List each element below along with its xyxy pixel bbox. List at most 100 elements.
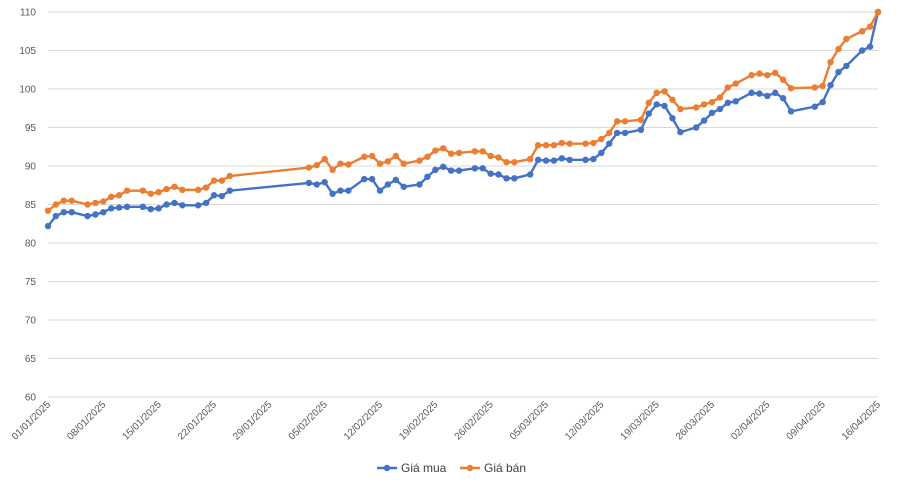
data-point (590, 155, 597, 163)
data-point (764, 71, 771, 79)
data-point (163, 201, 170, 208)
data-point (582, 140, 589, 147)
data-point (384, 158, 392, 165)
data-point (44, 222, 52, 230)
data-point (621, 118, 629, 125)
data-point (115, 204, 123, 211)
data-point (376, 160, 384, 167)
data-point (700, 117, 708, 124)
y-axis-tick-labels: 60 65 70 75 80 85 90 95 100 105 110 (19, 8, 36, 404)
data-point (400, 183, 407, 190)
x-tick-label: 19/03/2025 (619, 399, 662, 442)
data-point (779, 95, 787, 102)
data-point (202, 199, 210, 207)
data-point (447, 167, 455, 174)
x-tick-label: 09/04/2025 (785, 399, 828, 442)
data-point (756, 90, 763, 97)
data-point (92, 199, 99, 207)
data-point (432, 147, 439, 154)
data-point (495, 154, 502, 161)
data-point (487, 152, 494, 160)
x-tick-label: 02/04/2025 (729, 399, 772, 442)
data-point (637, 126, 645, 134)
data-point (218, 177, 226, 184)
data-point (503, 158, 510, 166)
x-tick-label: 05/03/2025 (508, 399, 551, 442)
data-point (147, 190, 154, 197)
data-point (440, 145, 447, 152)
data-point (226, 172, 234, 180)
data-point (661, 88, 668, 95)
y-tick-label: 90 (25, 162, 37, 173)
data-point (84, 201, 91, 208)
data-point (376, 187, 384, 194)
y-tick-label: 75 (25, 277, 37, 288)
data-point (368, 175, 376, 183)
legend: Giá mua Giá bán (377, 461, 526, 475)
data-point (115, 192, 123, 199)
data-point (313, 162, 320, 169)
y-tick-label: 85 (25, 200, 37, 211)
x-tick-label: 26/03/2025 (674, 399, 717, 442)
data-point (108, 205, 115, 212)
data-point (716, 94, 724, 101)
data-point (598, 149, 605, 157)
x-tick-label: 19/02/2025 (397, 399, 440, 442)
data-point (590, 139, 597, 147)
data-point (748, 89, 755, 97)
data-point (487, 170, 494, 177)
data-point (692, 124, 700, 131)
data-point (108, 193, 115, 200)
data-point (669, 115, 676, 122)
data-point (479, 165, 486, 172)
data-point (653, 101, 660, 108)
data-point (779, 76, 787, 83)
data-point (606, 140, 613, 147)
data-point (139, 187, 147, 194)
data-point (645, 110, 652, 117)
data-point (748, 71, 755, 79)
data-point (123, 187, 131, 194)
series-line (47, 11, 880, 212)
data-point (708, 98, 716, 106)
data-point (360, 153, 368, 160)
y-tick-label: 95 (25, 123, 37, 134)
data-point (147, 205, 154, 213)
data-point (835, 45, 842, 53)
data-point (432, 166, 439, 174)
data-point (171, 199, 178, 207)
data-point (60, 209, 68, 216)
data-point (511, 158, 518, 166)
data-point (724, 99, 732, 107)
data-point (179, 186, 186, 194)
data-point (534, 142, 542, 149)
data-point (645, 99, 652, 107)
data-point (424, 173, 431, 180)
data-point (566, 156, 573, 164)
data-point (210, 192, 218, 199)
data-point (202, 184, 210, 191)
data-point (321, 178, 328, 186)
data-point (455, 167, 463, 174)
data-point (598, 135, 605, 143)
data-point (503, 175, 510, 182)
data-point (819, 98, 826, 106)
x-tick-label: 01/01/2025 (10, 399, 53, 442)
data-point (772, 89, 779, 97)
data-point (526, 171, 534, 178)
x-tick-label: 16/04/2025 (840, 399, 883, 442)
data-point (653, 89, 660, 97)
data-point (787, 85, 795, 92)
data-point (345, 187, 352, 194)
y-tick-label: 110 (20, 8, 36, 19)
data-point (337, 160, 344, 167)
data-point (392, 152, 400, 160)
data-point (455, 149, 463, 157)
data-point (416, 157, 423, 164)
data-point (677, 105, 684, 113)
data-point (60, 197, 68, 204)
data-point (542, 157, 550, 164)
data-point (732, 98, 739, 105)
data-point (495, 171, 502, 178)
data-point (700, 101, 708, 108)
